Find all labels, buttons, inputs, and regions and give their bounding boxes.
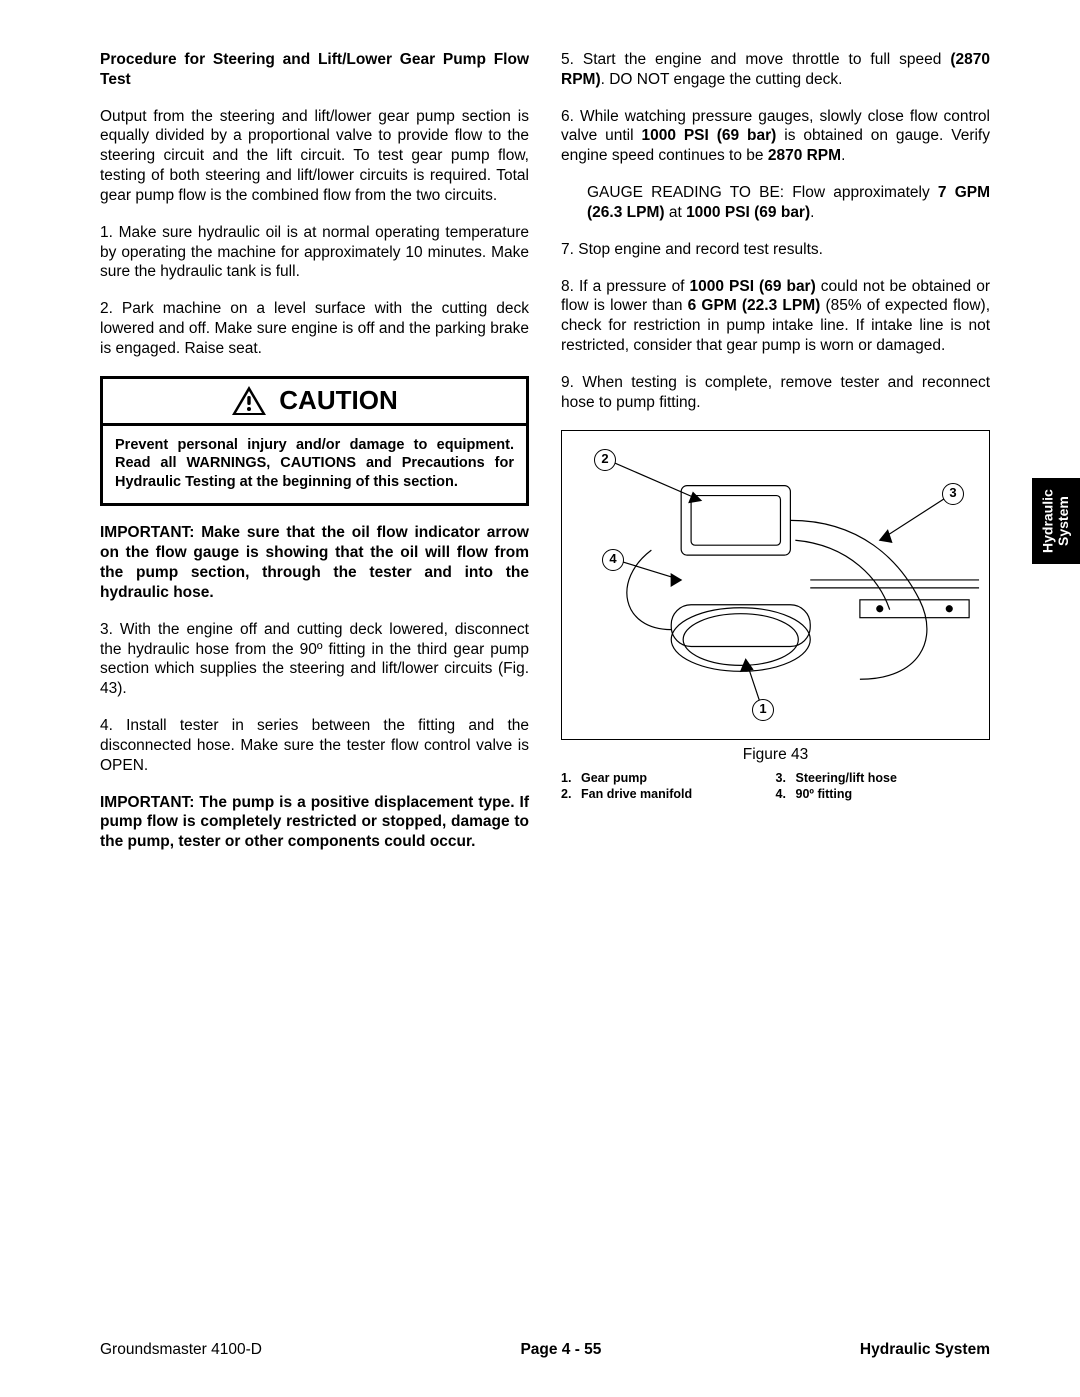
step-8: 8. If a pressure of 1000 PSI (69 bar) co… bbox=[561, 277, 990, 356]
section-tab: Hydraulic System bbox=[1032, 478, 1080, 564]
important-note-1: IMPORTANT: Make sure that the oil flow i… bbox=[100, 523, 529, 602]
step-8-b: 1000 PSI (69 bar) bbox=[690, 278, 816, 295]
legend-num-4: 4. bbox=[776, 786, 796, 803]
step-8-a: 8. If a pressure of bbox=[561, 278, 690, 295]
important-note-2: IMPORTANT: The pump is a positive displa… bbox=[100, 793, 529, 852]
step-2: 2. Park machine on a level surface with … bbox=[100, 299, 529, 358]
footer-model: Groundsmaster 4100-D bbox=[100, 1341, 262, 1359]
step-6-e: . bbox=[841, 147, 845, 164]
legend-num-1: 1. bbox=[561, 770, 581, 787]
figure-43: 2 3 4 1 bbox=[561, 430, 990, 740]
legend-text-4: 90º fitting bbox=[796, 786, 853, 803]
figure-legend: 1.Gear pump 2.Fan drive manifold 3.Steer… bbox=[561, 770, 990, 804]
caution-header: CAUTION bbox=[103, 379, 526, 426]
section-tab-label: Hydraulic System bbox=[1041, 489, 1072, 553]
procedure-title: Procedure for Steering and Lift/Lower Ge… bbox=[100, 50, 529, 90]
legend-text-2: Fan drive manifold bbox=[581, 786, 692, 803]
step-5-post: . DO NOT engage the cutting deck. bbox=[601, 71, 843, 88]
legend-item-1: 1.Gear pump bbox=[561, 770, 776, 787]
step-1: 1. Make sure hydraulic oil is at normal … bbox=[100, 223, 529, 282]
figure-caption: Figure 43 bbox=[561, 746, 990, 764]
legend-item-2: 2.Fan drive manifold bbox=[561, 786, 776, 803]
step-3: 3. With the engine off and cutting deck … bbox=[100, 620, 529, 699]
step-5-text: 5. Start the engine and move throttle to… bbox=[561, 51, 950, 68]
gauge-d: 1000 PSI (69 bar) bbox=[686, 204, 810, 221]
step-6: 6. While watching pressure gauges, slowl… bbox=[561, 107, 990, 166]
step-8-d: 6 GPM (22.3 LPM) bbox=[688, 297, 821, 314]
figure-illustration bbox=[562, 431, 989, 737]
caution-box: CAUTION Prevent personal injury and/or d… bbox=[100, 376, 529, 507]
legend-text-1: Gear pump bbox=[581, 770, 647, 787]
gauge-reading: GAUGE READING TO BE: Flow approximately … bbox=[561, 183, 990, 223]
step-7: 7. Stop engine and record test results. bbox=[561, 240, 990, 260]
left-column: Procedure for Steering and Lift/Lower Ge… bbox=[100, 50, 529, 869]
step-6-d: 2870 RPM bbox=[768, 147, 841, 164]
callout-2: 2 bbox=[594, 449, 616, 471]
intro-paragraph: Output from the steering and lift/lower … bbox=[100, 107, 529, 206]
legend-num-2: 2. bbox=[561, 786, 581, 803]
callout-1: 1 bbox=[752, 699, 774, 721]
gauge-e: . bbox=[810, 204, 814, 221]
callout-4: 4 bbox=[602, 549, 624, 571]
callout-3: 3 bbox=[942, 483, 964, 505]
caution-body: Prevent personal injury and/or damage to… bbox=[103, 426, 526, 504]
step-9: 9. When testing is complete, remove test… bbox=[561, 373, 990, 413]
legend-item-4: 4.90º fitting bbox=[776, 786, 991, 803]
footer-page-number: Page 4 - 55 bbox=[520, 1341, 601, 1359]
page-footer: Groundsmaster 4100-D Page 4 - 55 Hydraul… bbox=[100, 1341, 990, 1359]
step-4: 4. Install tester in series between the … bbox=[100, 716, 529, 775]
step-6-b: 1000 PSI (69 bar) bbox=[641, 127, 776, 144]
gauge-c: at bbox=[665, 204, 687, 221]
caution-label: CAUTION bbox=[279, 385, 397, 416]
gauge-a: GAUGE READING TO BE: Flow approximately bbox=[587, 184, 938, 201]
legend-num-3: 3. bbox=[776, 770, 796, 787]
legend-text-3: Steering/lift hose bbox=[796, 770, 897, 787]
right-column: 5. Start the engine and move throttle to… bbox=[561, 50, 990, 869]
warning-icon bbox=[231, 385, 267, 417]
legend-item-3: 3.Steering/lift hose bbox=[776, 770, 991, 787]
footer-section: Hydraulic System bbox=[860, 1341, 990, 1359]
step-5: 5. Start the engine and move throttle to… bbox=[561, 50, 990, 90]
